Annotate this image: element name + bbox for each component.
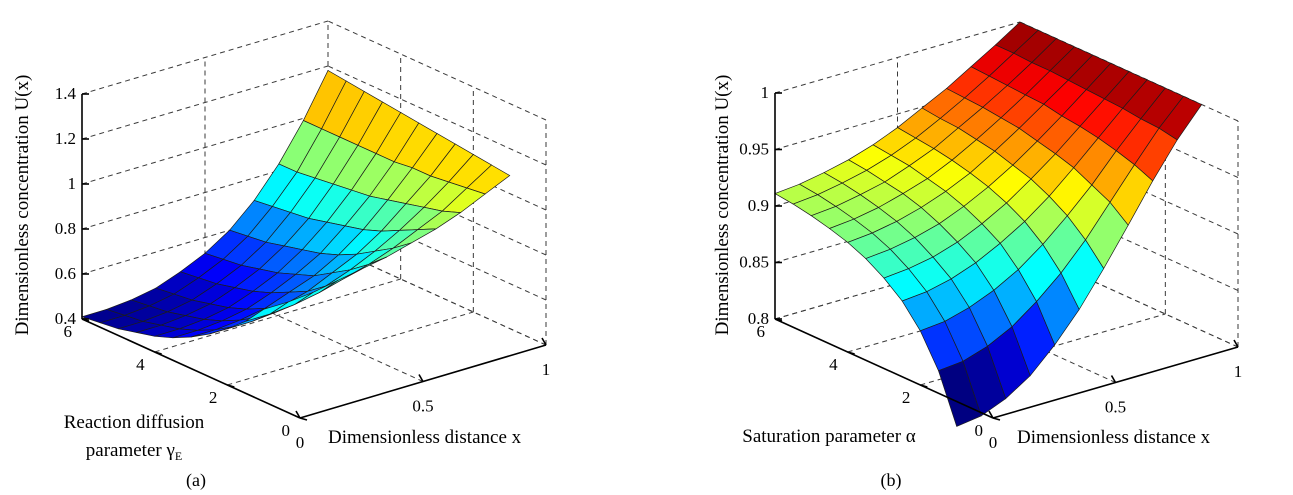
x-axis-title: Dimensionless distance x <box>1017 427 1211 448</box>
x-tick-label: 1 <box>542 360 551 379</box>
z-tick-label: 1.2 <box>55 129 76 148</box>
z-tick-label: 0.4 <box>55 309 77 328</box>
z-tick-label: 0.8 <box>748 309 769 328</box>
surface-plot-a: 0 0.5 1 0 2 4 60.4 0.6 0.8 1 1.2 1.4 Dimensionless d… <box>12 20 551 491</box>
y-tick-label: 2 <box>902 388 911 407</box>
y-tick-label: 4 <box>136 355 145 374</box>
y-tick-label: 0 <box>975 421 984 440</box>
y-axis-title: Saturation parameter α <box>742 426 916 447</box>
y-axis-line <box>774 318 994 419</box>
axes: 0 0.5 1 0 2 4 60.8 0.85 0.9 0.95 1 <box>739 83 1242 452</box>
z-axis-title: Dimensionless concentration U(x) <box>712 75 733 336</box>
y-axis-title-line: Reaction diffusion <box>64 412 205 433</box>
y-tick-label: 0 <box>282 421 291 440</box>
z-tick-label: 0.95 <box>739 140 769 159</box>
z-tick-label: 1.4 <box>55 84 77 103</box>
panel-caption: (a) <box>186 470 206 491</box>
y-axis-title-line: parameter γE <box>86 440 182 463</box>
x-tick-label: 0 <box>989 433 998 452</box>
y-tick-label: 4 <box>829 355 838 374</box>
y-tick-label: 6 <box>64 322 73 341</box>
surface <box>774 21 1203 427</box>
z-tick-label: 0.9 <box>748 196 769 215</box>
z-tick-label: 0.6 <box>55 264 76 283</box>
panel-caption: (b) <box>881 470 902 491</box>
z-tick-label: 1 <box>761 83 770 102</box>
surface <box>80 70 511 339</box>
surface-plot-b: 0 0.5 1 0 2 4 60.8 0.85 0.9 0.95 1 Dimensionless di… <box>712 21 1242 491</box>
z-tick-label: 0.85 <box>739 253 769 272</box>
x-tick-label: 0.5 <box>412 397 433 416</box>
axes: 0 0.5 1 0 2 4 60.4 0.6 0.8 1 1.2 1.4 <box>55 84 551 452</box>
x-tick-label: 0.5 <box>1105 398 1126 417</box>
y-tick-label: 6 <box>757 322 766 341</box>
x-tick-label: 0 <box>296 433 305 452</box>
y-axis-line <box>81 318 301 419</box>
z-axis-title: Dimensionless concentration U(x) <box>12 75 33 336</box>
x-axis-title: Dimensionless distance x <box>328 427 522 448</box>
surface-cell-0-0 <box>245 301 289 322</box>
x-tick-label: 1 <box>1234 362 1243 381</box>
z-tick-label: 0.8 <box>55 219 76 238</box>
surface-cell-0-0 <box>938 360 982 427</box>
y-tick-label: 2 <box>209 388 218 407</box>
z-tick-label: 1 <box>68 174 77 193</box>
